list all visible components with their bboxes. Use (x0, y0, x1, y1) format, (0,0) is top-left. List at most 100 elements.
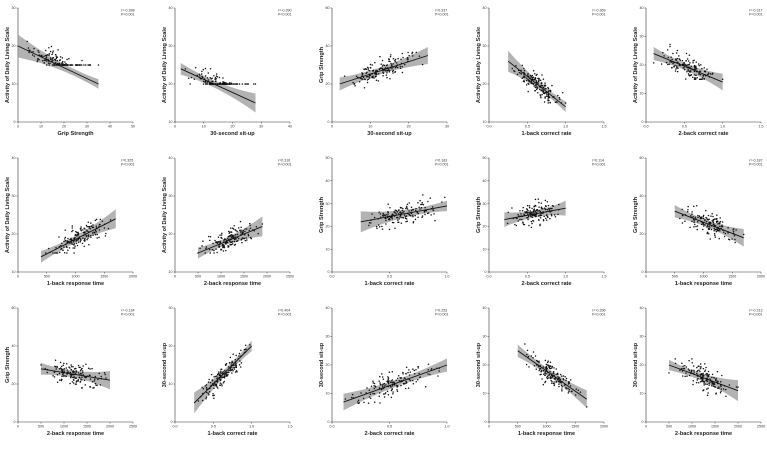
data-point (70, 364, 72, 366)
data-point (210, 77, 212, 80)
data-point (711, 373, 714, 376)
data-point (704, 218, 706, 221)
data-point (405, 220, 407, 223)
data-point (79, 227, 82, 230)
data-point (695, 381, 698, 384)
data-point (674, 70, 677, 72)
regression-line (40, 368, 111, 381)
y-tick-label: 30 (326, 335, 330, 339)
data-point (381, 225, 383, 228)
data-point (711, 384, 713, 387)
data-point (403, 382, 406, 385)
data-point (231, 237, 233, 239)
data-point (52, 252, 54, 254)
data-point (213, 397, 215, 399)
data-point (63, 246, 65, 248)
data-point (709, 73, 712, 75)
stat-p: P<0.001 (592, 163, 606, 167)
scatter-points (44, 218, 112, 254)
data-point (201, 75, 203, 78)
data-point (234, 359, 237, 361)
stat-p: P<0.001 (121, 163, 135, 167)
data-point (63, 368, 66, 370)
data-point (405, 205, 408, 208)
data-point (706, 374, 708, 377)
data-point (546, 201, 549, 203)
data-point (565, 379, 567, 382)
data-point (660, 63, 663, 65)
data-point (240, 238, 243, 240)
data-point (401, 65, 403, 68)
data-point (46, 371, 49, 374)
data-point (511, 67, 514, 70)
data-point (72, 366, 74, 368)
data-point (417, 202, 419, 204)
data-point (419, 208, 421, 210)
data-point (377, 73, 380, 75)
data-point (528, 206, 531, 209)
data-point (521, 77, 523, 79)
data-point (204, 75, 207, 77)
data-point (372, 392, 374, 395)
data-point (693, 371, 695, 373)
data-point (33, 47, 35, 50)
stat-p: P<0.001 (278, 163, 292, 167)
data-point (550, 213, 553, 216)
data-point (233, 238, 236, 241)
data-point (90, 222, 92, 224)
data-point (413, 373, 416, 375)
data-point (78, 376, 81, 379)
x-tick-label: 1.0 (720, 125, 725, 129)
data-point (398, 209, 400, 212)
data-point (66, 252, 68, 254)
data-point (539, 79, 542, 81)
data-point (45, 56, 48, 58)
data-point (704, 71, 707, 73)
data-point (531, 222, 533, 225)
data-point (410, 209, 413, 212)
data-point (223, 375, 226, 378)
data-point (686, 71, 688, 73)
data-point (544, 374, 546, 376)
data-point (540, 202, 543, 204)
data-point (87, 237, 89, 240)
data-point (89, 368, 91, 370)
y-tick-label: 10 (483, 120, 487, 124)
data-point (515, 64, 517, 67)
data-point (675, 58, 677, 60)
data-point (54, 58, 56, 61)
data-point (79, 241, 82, 243)
data-point (388, 217, 390, 220)
data-point (417, 378, 419, 381)
data-point (372, 380, 374, 382)
data-point (565, 386, 567, 389)
data-point (709, 378, 711, 380)
data-point (534, 72, 536, 75)
data-point (241, 241, 243, 244)
data-point (424, 213, 426, 216)
data-point (530, 220, 533, 223)
x-tick-label: 2500 (129, 425, 137, 429)
data-point (540, 85, 542, 87)
data-point (215, 73, 218, 75)
stat-p: P<0.001 (749, 313, 763, 317)
data-point (202, 80, 205, 83)
data-point (537, 198, 540, 200)
data-point (701, 67, 703, 70)
data-point (94, 375, 97, 378)
data-point (396, 66, 399, 69)
data-point (415, 51, 418, 54)
y-tick-label: 40 (169, 156, 173, 160)
y-tick-label: 10 (169, 270, 173, 274)
data-point (568, 390, 570, 393)
data-point (83, 376, 86, 378)
data-point (694, 66, 697, 69)
x-tick-label: 10 (202, 125, 206, 129)
data-point (565, 387, 567, 390)
data-point (391, 371, 394, 373)
data-point (92, 224, 94, 226)
data-point (76, 233, 79, 235)
x-tick-label: 20 (231, 125, 235, 129)
data-point (557, 373, 559, 376)
data-point (700, 366, 702, 368)
